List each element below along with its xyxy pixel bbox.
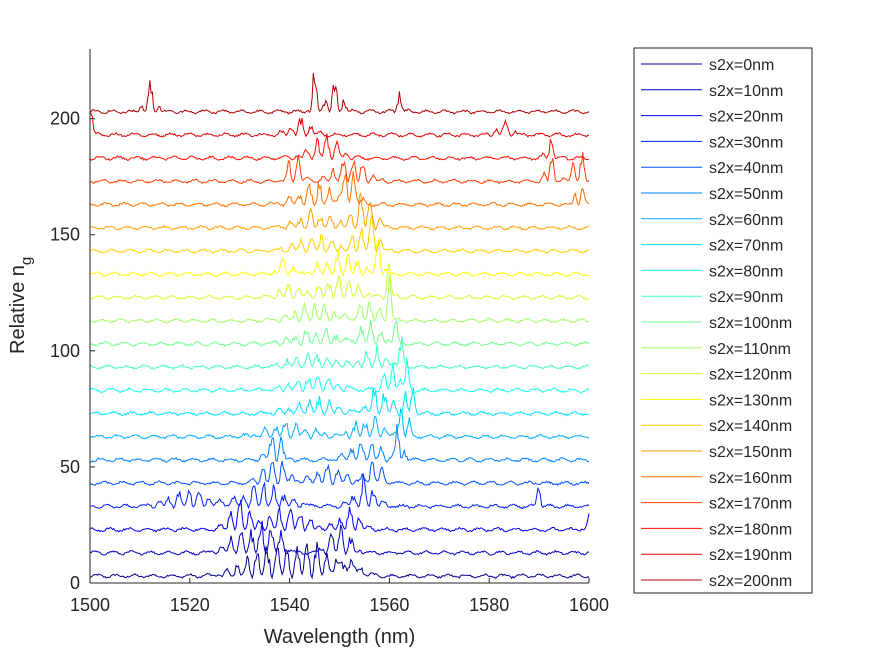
legend-label: s2x=90nm (709, 289, 783, 306)
series-line (89, 499, 590, 533)
legend-label: s2x=130nm (709, 392, 792, 409)
series-line (89, 151, 590, 185)
axes: 1500 1520 1540 1560 1580 1600 0 50 100 150 200 Wave… (7, 49, 609, 648)
series-line (89, 520, 590, 556)
y-tick-label: 0 (70, 573, 80, 593)
series-line (89, 275, 590, 324)
legend-label: s2x=200nm (709, 573, 792, 590)
series-line (89, 111, 590, 138)
legend-label: s2x=20nm (709, 109, 783, 126)
plot-lines (89, 72, 590, 580)
y-axis-label-main: Relative n (7, 265, 29, 354)
x-tick-label: 1540 (270, 595, 310, 615)
legend: s2x=0nm s2x=10nm s2x=20nm s2x=30nm s2x=40nm s… (633, 47, 813, 594)
x-tick-label: 1500 (70, 595, 110, 615)
series-line (89, 387, 590, 417)
series-line (89, 133, 590, 162)
legend-label: s2x=120nm (709, 367, 792, 384)
series-line (89, 170, 590, 208)
series-line (89, 408, 590, 440)
legend-label: s2x=150nm (709, 444, 792, 461)
legend-label: s2x=190nm (709, 547, 792, 564)
series-line (89, 424, 590, 463)
y-tick-label: 200 (50, 109, 80, 129)
series-line (89, 191, 590, 231)
series-line (89, 473, 590, 510)
x-tick-label: 1520 (170, 595, 210, 615)
series-line (89, 263, 590, 301)
series-line (89, 214, 590, 255)
series-line (89, 358, 590, 394)
legend-label: s2x=140nm (709, 418, 792, 435)
y-axis-label: Relative ng (7, 257, 35, 354)
series-line (89, 238, 590, 278)
legend-label: s2x=0nm (709, 57, 774, 74)
series-line (89, 542, 590, 580)
legend-label: s2x=10nm (709, 83, 783, 100)
y-axis-label-subscript: g (18, 257, 35, 265)
legend-label: s2x=30nm (709, 134, 783, 151)
series-line (89, 72, 590, 115)
series-line (89, 460, 590, 487)
legend-label: s2x=160nm (709, 470, 792, 487)
y-tick-label: 50 (60, 457, 80, 477)
y-tick-label: 100 (50, 341, 80, 361)
x-tick-label: 1600 (569, 595, 609, 615)
legend-label: s2x=170nm (709, 496, 792, 513)
x-axis-label: Wavelength (nm) (264, 626, 416, 648)
legend-label: s2x=50nm (709, 186, 783, 203)
legend-label: s2x=40nm (709, 160, 783, 177)
legend-label: s2x=110nm (709, 341, 791, 358)
series-line (89, 336, 590, 371)
x-tick-label: 1560 (369, 595, 409, 615)
series-line (89, 320, 590, 347)
x-tick-label: 1580 (469, 595, 509, 615)
legend-label: s2x=100nm (709, 315, 792, 332)
legend-label: s2x=180nm (709, 521, 792, 538)
legend-label: s2x=70nm (709, 238, 783, 255)
legend-label: s2x=60nm (709, 212, 783, 229)
y-tick-label: 150 (50, 225, 80, 245)
legend-label: s2x=80nm (709, 263, 783, 280)
